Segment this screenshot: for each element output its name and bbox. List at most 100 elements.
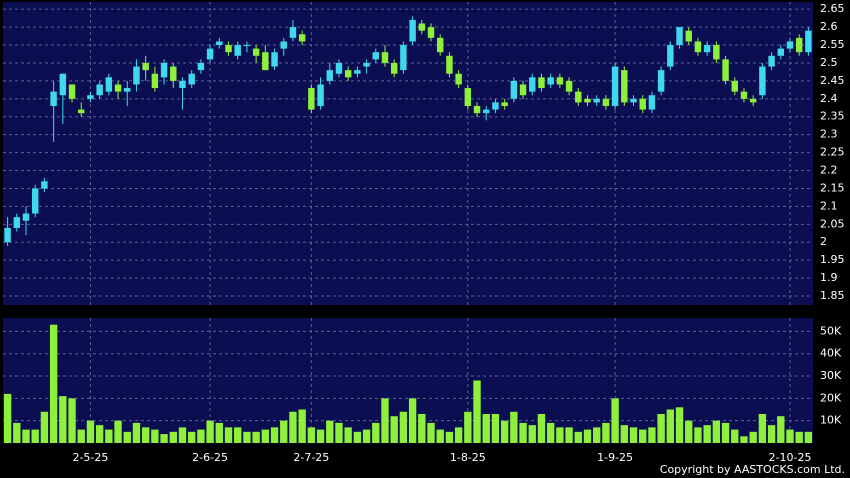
y-tick-label: 2.6 — [820, 20, 838, 33]
candle-body — [4, 227, 11, 243]
volume-bar — [188, 431, 196, 443]
volume-bar — [372, 422, 380, 443]
x-tick-label: 2-5-25 — [72, 451, 108, 464]
volume-bar — [362, 429, 371, 443]
volume-bar — [519, 422, 527, 443]
y2-tick-label: 40K — [820, 347, 842, 360]
volume-bar — [40, 411, 49, 443]
candle-body — [114, 84, 122, 92]
candle-body — [667, 45, 674, 67]
volume-bar — [390, 416, 398, 443]
volume-bar — [151, 429, 159, 443]
volume-bar — [740, 436, 748, 443]
volume-bar — [141, 427, 150, 443]
candle-body — [96, 84, 103, 96]
candle-body — [418, 23, 426, 31]
candle-body — [22, 213, 30, 221]
candle-body — [41, 181, 48, 189]
candle-body — [31, 188, 39, 214]
volume-bar — [685, 420, 693, 443]
volume-bar — [583, 429, 592, 443]
volume-bar — [556, 427, 564, 443]
candle-body — [170, 66, 177, 81]
y2-tick-label: 30K — [820, 369, 842, 382]
volume-bar — [648, 427, 656, 443]
volume-bar — [399, 411, 408, 443]
candle-body — [289, 27, 297, 38]
x-tick-label: 2-6-25 — [192, 451, 228, 464]
volume-bar — [123, 431, 131, 443]
volume-bar — [666, 409, 675, 443]
y-tick-label: 2.15 — [820, 181, 845, 194]
candle-body — [722, 59, 729, 81]
candle-body — [280, 41, 287, 49]
volume-bar — [234, 427, 242, 443]
volume-bar — [427, 422, 435, 443]
volume-bar — [160, 434, 168, 443]
volume-bar — [620, 425, 628, 443]
candle-body — [446, 55, 453, 74]
y2-tick-label: 20K — [820, 391, 842, 404]
candle-body — [749, 98, 757, 103]
candle-body — [317, 84, 324, 106]
volume-bar — [132, 422, 141, 443]
candle-body — [694, 41, 702, 53]
candle-body — [639, 98, 646, 110]
volume-bar — [105, 429, 113, 443]
candle-body — [464, 88, 472, 106]
candle-body — [160, 62, 168, 78]
copyright: Copyright by AASTOCKS.com Ltd. — [660, 463, 845, 476]
volume-bar — [500, 420, 509, 443]
volume-bar — [68, 398, 76, 443]
volume-bar — [804, 431, 813, 443]
price-panel — [3, 2, 813, 305]
candle-body — [50, 91, 57, 106]
volume-bar — [243, 431, 251, 443]
candle-body — [390, 62, 398, 74]
volume-bar — [86, 420, 95, 443]
volume-bar — [675, 407, 684, 443]
volume-bar — [473, 380, 481, 443]
volume-bar — [602, 422, 610, 443]
y-tick-label: 2.25 — [820, 146, 845, 159]
volume-bar — [316, 429, 325, 443]
candle-body — [685, 30, 692, 42]
candle-body — [142, 62, 149, 71]
volume-bar — [445, 431, 454, 443]
y-tick-label: 2.65 — [820, 2, 845, 15]
volume-bar — [197, 429, 205, 443]
volume-bar — [657, 413, 665, 443]
candle-body — [326, 70, 333, 81]
volume-bar — [252, 431, 260, 443]
y-tick-label: 2.55 — [820, 38, 845, 51]
candle-body — [657, 70, 665, 92]
candle-body — [713, 45, 720, 60]
candle-body — [473, 105, 481, 114]
y2-tick-label: 10K — [820, 414, 842, 427]
candle-body — [777, 48, 785, 56]
volume-bar — [491, 413, 500, 443]
volume-bar — [335, 422, 343, 443]
candle-body — [529, 77, 536, 92]
volume-bar — [767, 425, 776, 443]
volume-bar — [307, 427, 316, 443]
candle-body — [271, 52, 278, 67]
volume-bar — [777, 416, 785, 443]
candle-body — [593, 98, 600, 103]
volume-bar — [381, 398, 389, 443]
candle-body — [252, 48, 260, 56]
x-tick-label: 1-9-25 — [597, 451, 633, 464]
candle-body — [538, 77, 545, 89]
candle-body — [602, 98, 610, 106]
candle-body — [565, 80, 573, 92]
volume-bar — [95, 425, 104, 443]
candle-body — [759, 66, 766, 96]
candle-body — [206, 48, 214, 60]
volume-bar — [22, 429, 30, 443]
y-tick-label: 2.1 — [820, 199, 838, 212]
candle-body — [805, 30, 812, 53]
candle-body — [400, 45, 407, 71]
x-tick-label: 2-10-25 — [769, 451, 812, 464]
volume-bar — [77, 429, 85, 443]
candle-body — [409, 19, 416, 42]
